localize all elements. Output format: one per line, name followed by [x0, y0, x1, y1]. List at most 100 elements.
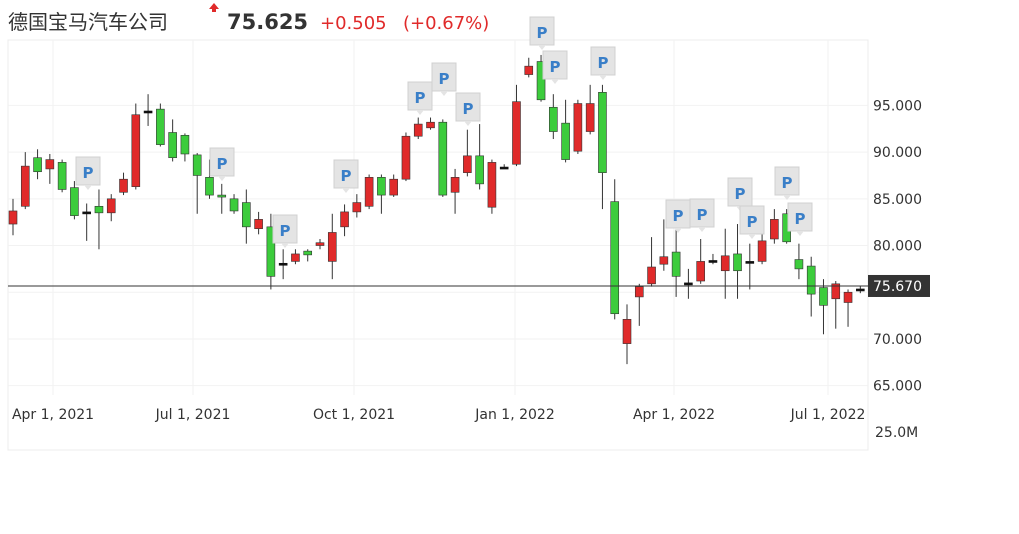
marker-badge: [455, 92, 481, 122]
marker-label: P: [537, 24, 548, 42]
marker-label: P: [415, 89, 426, 107]
candle-body: [757, 240, 767, 262]
marker-pointer: [84, 185, 92, 190]
marker-pointer: [551, 79, 559, 84]
candle-body: [217, 194, 227, 198]
candle-body: [82, 211, 91, 215]
candle-body: [242, 202, 251, 228]
up-arrow-stem: [212, 8, 216, 12]
y-tick-label: 70.000: [873, 332, 922, 348]
candle-body: [168, 132, 177, 159]
candle-body: [413, 123, 423, 137]
x-tick-label: Jul 1, 2021: [155, 407, 231, 423]
marker-badge: [774, 166, 800, 196]
candle-body: [573, 103, 583, 152]
marker-pointer: [698, 227, 706, 232]
candle-body: [549, 106, 558, 132]
y-tick-label: 95.000: [873, 98, 922, 114]
candle-body: [426, 121, 435, 129]
marker-label: P: [735, 185, 746, 203]
marker-pointer: [748, 234, 756, 239]
current-price-label: 75.670: [873, 279, 922, 295]
candle-body: [131, 114, 141, 187]
candle-body: [794, 259, 804, 270]
candle-body: [377, 177, 386, 196]
price-change: +0.505: [320, 13, 387, 34]
candle-body: [327, 232, 337, 262]
marker-badge: [727, 177, 753, 207]
candle-body: [57, 162, 67, 190]
marker-badge: [542, 50, 568, 80]
candle-body: [70, 187, 79, 216]
candle-body: [720, 255, 730, 272]
candle-body: [229, 198, 239, 212]
x-tick-label: Jan 1, 2022: [474, 407, 554, 423]
candle-body: [401, 135, 411, 180]
candle-body: [598, 92, 607, 173]
y-tick-label: 85.000: [873, 192, 922, 208]
candle-body: [352, 202, 362, 213]
marker-label: P: [673, 207, 684, 225]
candle-body: [806, 265, 816, 295]
candle-body: [536, 61, 546, 101]
candle-body: [696, 261, 705, 282]
candle-body: [106, 198, 116, 214]
marker-label: P: [341, 167, 352, 185]
marker-pointer: [464, 121, 472, 126]
candle-body: [745, 261, 755, 264]
candle-body: [303, 250, 313, 256]
candle-body: [119, 178, 128, 193]
marker-pointer: [674, 228, 682, 233]
current-price-box: [868, 274, 930, 297]
x-tick-label: Apr 1, 2021: [12, 407, 94, 423]
candle-body: [622, 319, 632, 344]
marker-pointer: [281, 243, 289, 248]
marker-badge: [209, 147, 235, 177]
marker-pointer: [538, 45, 546, 50]
y-tick-label: 65.000: [873, 379, 922, 395]
candle-body: [438, 121, 448, 196]
marker-label: P: [463, 100, 474, 118]
candle-body: [291, 253, 300, 262]
marker-pointer: [342, 188, 350, 193]
marker-label: P: [697, 206, 708, 224]
candle-body: [180, 134, 190, 155]
candle-body: [20, 165, 30, 207]
candle-body: [659, 256, 669, 265]
marker-label: P: [217, 155, 228, 173]
marker-label: P: [795, 210, 806, 228]
candle-body: [512, 101, 521, 165]
candle-body: [340, 211, 349, 228]
marker-badge: [431, 62, 457, 92]
marker-label: P: [747, 213, 758, 231]
candle-body: [475, 155, 484, 185]
candle-body: [843, 291, 853, 303]
candle-body: [561, 122, 570, 160]
candle-body: [819, 287, 828, 306]
candle-body: [684, 282, 693, 286]
y-tick-label: 80.000: [873, 239, 922, 255]
marker-label: P: [550, 58, 561, 76]
marker-badge: [407, 81, 433, 111]
candle-body: [278, 262, 288, 266]
marker-pointer: [599, 75, 607, 80]
candle-body: [205, 177, 214, 196]
candle-body: [450, 177, 460, 193]
marker-label: P: [782, 174, 793, 192]
marker-label: P: [439, 70, 450, 88]
marker-badge: [272, 214, 298, 244]
marker-pointer: [416, 110, 424, 115]
marker-badge: [333, 159, 359, 189]
x-tick-label: Jul 1, 2022: [790, 407, 866, 423]
candle-body: [831, 283, 841, 300]
candle-body: [389, 178, 398, 196]
candle-body: [45, 159, 55, 170]
candle-body: [192, 154, 202, 176]
y-tick-label: 90.000: [873, 145, 922, 161]
candle-body: [254, 219, 263, 230]
candle-body: [8, 210, 18, 225]
candle-body: [266, 226, 276, 277]
marker-badge: [529, 16, 555, 46]
x-tick-label: Apr 1, 2022: [633, 407, 715, 423]
